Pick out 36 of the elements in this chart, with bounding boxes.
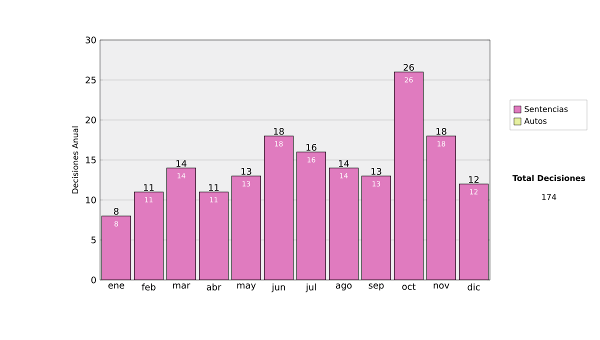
x-tick-label: ene	[108, 284, 124, 289]
x-tick-label: oct	[402, 284, 416, 290]
total-label: 13	[372, 168, 382, 175]
total-label: 14	[339, 160, 349, 167]
y-tick-label: 25	[86, 76, 96, 84]
y-tick-label: 5	[91, 236, 96, 244]
legend-label: Sentencias	[524, 106, 568, 112]
total-label: 18	[436, 128, 446, 135]
text: Total Decisiones	[512, 174, 586, 182]
y-tick-label: 20	[86, 116, 96, 124]
total-label: 13	[242, 168, 252, 175]
x-tick-label: mar	[173, 284, 190, 289]
y-tick-label: 30	[86, 36, 96, 44]
y-axis-title: Decisiones Anual	[72, 126, 78, 194]
total-label: 11	[209, 184, 219, 191]
legend-label: Autos	[524, 118, 547, 124]
total-label: 16	[306, 144, 316, 151]
y-tick-label: 15	[86, 156, 96, 164]
total-label: 26	[404, 64, 414, 71]
total-label: 8	[114, 208, 119, 215]
total-label: 14	[176, 160, 186, 167]
x-tick-label: may	[237, 284, 256, 290]
x-tick-label: nov	[434, 284, 450, 289]
x-tick-label: ago	[336, 284, 352, 290]
x-tick-label: jun	[272, 284, 285, 292]
x-tick-label: sep	[368, 284, 384, 290]
x-tick-label: jul	[306, 284, 316, 292]
x-tick-label: abr	[206, 284, 222, 290]
x-tick-label: feb	[142, 284, 156, 290]
total-label: 12	[469, 176, 479, 183]
x-tick-label: dic	[468, 284, 480, 290]
y-tick-label: 0	[91, 276, 96, 284]
total-label: 11	[144, 184, 154, 191]
y-tick-label: 10	[86, 196, 96, 204]
text: 174	[542, 194, 556, 200]
total-label: 18	[274, 128, 284, 135]
